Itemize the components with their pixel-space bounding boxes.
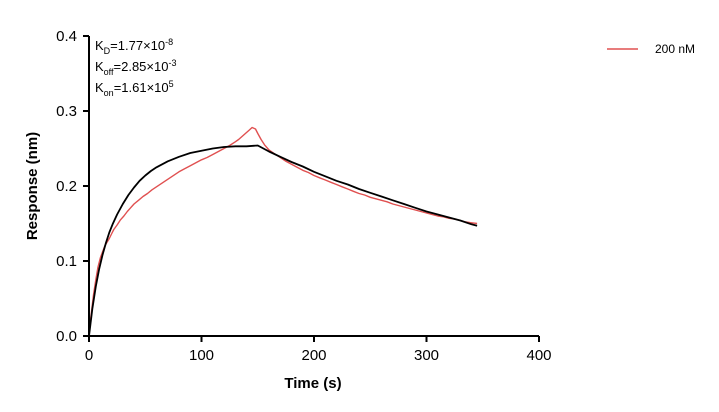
y-tick-label: 0.1 [56,253,77,270]
koff-annotation: Koff=2.85×10-3 [95,58,176,77]
kd-annotation: KD=1.77×10-8 [95,37,173,56]
x-axis-title: Time (s) [284,375,341,392]
legend-label: 200 nM [655,42,695,56]
kon-annotation: Kon=1.61×105 [95,79,174,98]
x-tick-label: 100 [189,347,214,364]
y-tick-label: 0.4 [56,28,77,45]
x-tick-label: 0 [85,347,93,364]
y-tick-label: 0.3 [56,103,77,120]
x-tick-label: 400 [526,347,551,364]
legend: 200 nM [607,42,695,56]
y-axis-title: Response (nm) [24,132,41,240]
x-tick-label: 200 [301,347,326,364]
x-tick-label: 300 [414,347,439,364]
y-tick-label: 0.2 [56,178,77,195]
fit-curve-line [88,144,478,337]
kinetics-annotation: KD=1.77×10-8 Koff=2.85×10-3 Kon=1.61×105 [95,37,176,98]
series-layer [88,126,478,337]
ticks: 0 100 200 300 400 0.0 0.1 0.2 0.3 0.4 [56,28,551,364]
y-tick-label: 0.0 [56,328,77,345]
series-line-200nm [88,126,478,332]
